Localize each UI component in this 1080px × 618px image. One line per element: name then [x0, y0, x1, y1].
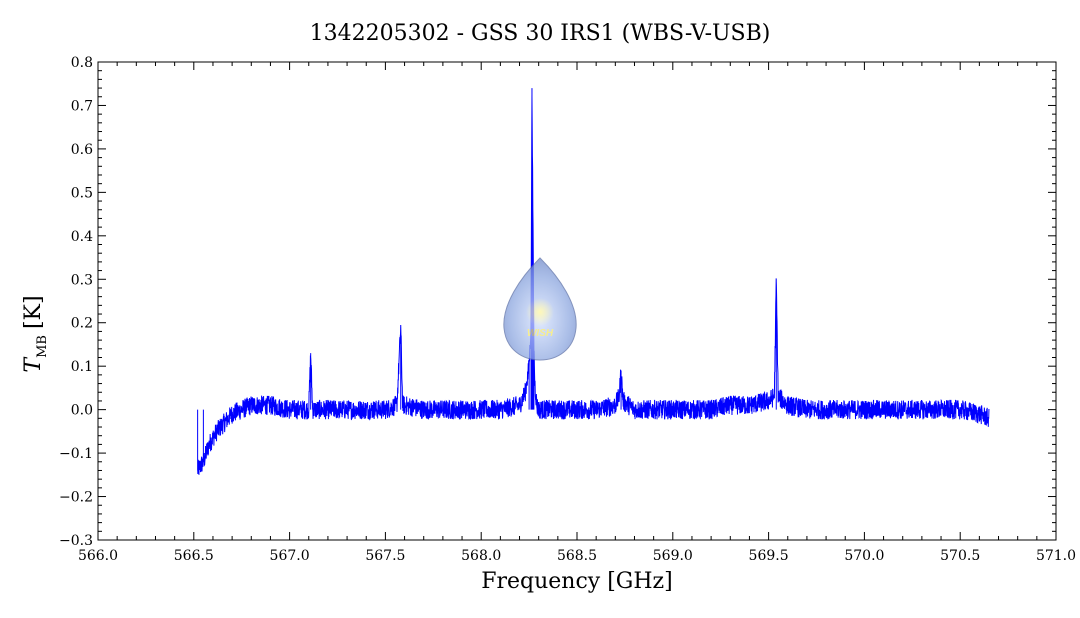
y-axis-label-sub: MB: [35, 335, 50, 358]
x-tick-label: 570.5: [940, 548, 980, 564]
y-tick-label: 0.0: [71, 403, 93, 419]
y-tick-label: 0.7: [71, 98, 93, 114]
x-tick-label: 571.0: [1036, 548, 1076, 564]
x-tick-label: 568.5: [557, 548, 597, 564]
y-axis-ticks: −0.3 −0.2 −0.1 0.0 0.1 0.2 0.3 0.4 0.5 0.6 0.7 0.8: [59, 55, 1056, 549]
svg-text:TMB[K]: TMB [K]: [21, 295, 50, 372]
y-tick-label: −0.1: [59, 446, 93, 462]
x-axis-label: Frequency [GHz]: [481, 569, 673, 594]
y-tick-label: 0.4: [71, 229, 93, 245]
x-tick-label: 569.0: [653, 548, 693, 564]
x-tick-label: 567.0: [270, 548, 310, 564]
wish-logo: WISH: [503, 257, 577, 361]
y-tick-label: 0.6: [71, 142, 93, 158]
wish-logo-text: WISH: [527, 328, 554, 339]
x-tick-label: 566.0: [78, 548, 118, 564]
y-tick-label: 0.5: [71, 185, 93, 201]
x-tick-label: 570.0: [844, 548, 884, 564]
y-tick-label: 0.3: [71, 272, 93, 288]
x-tick-label: 569.5: [749, 548, 789, 564]
x-tick-label: 566.5: [174, 548, 214, 564]
plot-area: 566.0 566.5 567.0 567.5 568.0 568.5 569.0 569.5…: [59, 55, 1076, 564]
x-axis-ticks: 566.0 566.5 567.0 567.5 568.0 568.5 569.0 569.5…: [78, 62, 1076, 564]
y-axis-label-main: T: [21, 356, 46, 373]
x-tick-label: 568.0: [461, 548, 501, 564]
plot-frame: [97, 61, 1057, 541]
chart-title: 1342205302 - GSS 30 IRS1 (WBS-V-USB): [310, 21, 771, 46]
y-tick-label: −0.2: [59, 490, 93, 506]
x-tick-label: 567.5: [365, 548, 405, 564]
y-axis-label-unit: [K]: [21, 295, 46, 329]
y-tick-label: 0.1: [71, 359, 93, 375]
y-tick-label: 0.8: [71, 55, 93, 71]
spectrum-series-line: [197, 88, 990, 475]
y-axis-label: TMB [K]: [21, 295, 50, 372]
y-tick-label: −0.3: [59, 533, 93, 549]
y-tick-label: 0.2: [71, 316, 93, 332]
